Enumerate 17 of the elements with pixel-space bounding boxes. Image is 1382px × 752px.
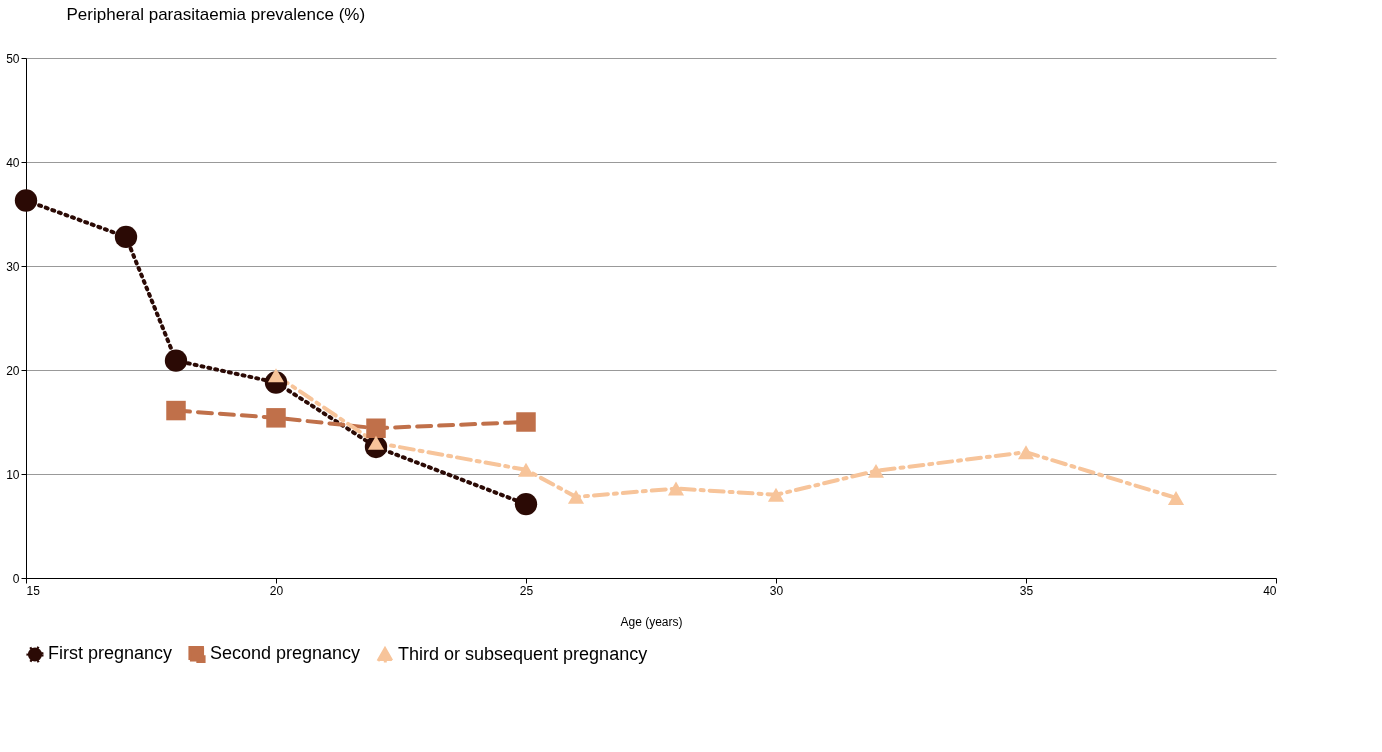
legend-label: Second pregnancy (210, 643, 361, 664)
legend-label: Third or subsequent pregnancy (398, 643, 648, 664)
x-tick-label: 25 (519, 583, 534, 598)
y-axis-title: Peripheral parasitaemia prevalence (%) (66, 4, 366, 24)
y-tick-label: 20 (6, 363, 20, 378)
x-tick-label: 40 (1263, 583, 1277, 598)
x-axis-title: Age (years) (620, 614, 683, 629)
legend-label: First pregnancy (48, 643, 173, 664)
x-tick-label: 30 (769, 583, 784, 598)
y-tick-label: 10 (6, 467, 20, 482)
x-tick-label: 20 (269, 583, 284, 598)
y-tick-label: 30 (6, 259, 20, 274)
x-tick-label: 35 (1019, 583, 1034, 598)
y-tick-label: 40 (6, 155, 20, 170)
x-tick-label: 15 (26, 583, 41, 598)
y-tick-label: 0 (12, 571, 20, 586)
y-tick-label: 50 (6, 51, 20, 66)
